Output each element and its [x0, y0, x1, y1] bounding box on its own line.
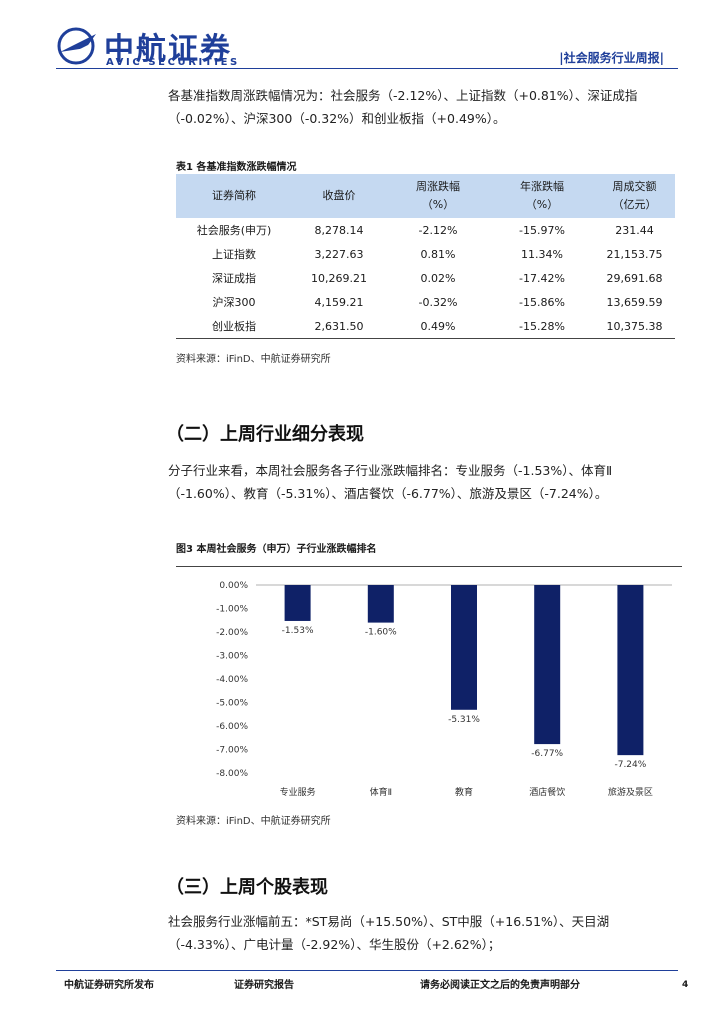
y-tick-label: -7.00% [216, 746, 248, 756]
table-row: 深证成指 10,269.21 0.02% -17.42% 29,691.68 [176, 266, 675, 290]
y-tick-label: -4.00% [216, 675, 248, 685]
y-tick-label: 0.00% [219, 581, 248, 591]
bar-data-label: -5.31% [448, 715, 480, 725]
table-row: 社会服务(申万) 8,278.14 -2.12% -15.97% 231.44 [176, 218, 675, 242]
table-cell: 10,375.38 [594, 314, 675, 339]
col-header-label: 证券简称 [212, 189, 256, 202]
table-caption: 表1 各基准指数涨跌幅情况 [176, 162, 297, 173]
table-cell: 2,631.50 [292, 314, 386, 339]
x-category-label: 旅游及景区 [608, 786, 653, 798]
bar-data-label: -6.77% [531, 749, 563, 759]
bar-data-label: -1.53% [282, 626, 314, 636]
y-tick-label: -6.00% [216, 722, 248, 732]
table-row: 上证指数 3,227.63 0.81% 11.34% 21,153.75 [176, 242, 675, 266]
chart-source-note: 资料来源：iFinD、中航证券研究所 [176, 816, 331, 827]
section-paragraph: 分子行业来看，本周社会服务各子行业涨跌幅排名：专业服务（-1.53%）、体育Ⅱ（… [168, 463, 613, 501]
table-cell: 21,153.75 [606, 247, 663, 261]
table-source-note: 资料来源：iFinD、中航证券研究所 [176, 354, 331, 365]
intro-paragraph: 各基准指数周涨跌幅情况为：社会服务（-2.12%）、上证指数（+0.81%）、深… [168, 88, 638, 126]
table-cell: 3,227.63 [314, 247, 364, 261]
bar [617, 585, 644, 756]
table-row: 沪深300 4,159.21 -0.32% -15.86% 13,659.59 [176, 290, 675, 314]
x-category-label: 体育Ⅱ [370, 786, 392, 798]
wing-logo-icon [57, 27, 96, 65]
table-cell: 10,269.21 [311, 271, 367, 285]
chart-top-rule [176, 566, 682, 567]
subindustry-bar-chart: 0.00% -1.00% -2.00% -3.00% -4.00% -5.00% -6.00… [216, 581, 672, 798]
footer-divider [56, 970, 678, 971]
y-tick-label: -2.00% [216, 628, 248, 638]
col-header-label: 周成交额 （亿元） [612, 180, 657, 211]
col-header-label: 收盘价 [322, 189, 356, 202]
table-cell: 沪深300 [212, 296, 256, 309]
brand-name-en: AVIC SECURITIES [106, 57, 240, 68]
y-tick-label: -3.00% [216, 652, 248, 662]
report-type-tag: |社会服务行业周报| [559, 51, 664, 65]
y-tick-label: -5.00% [216, 699, 248, 709]
table-cell: -15.86% [519, 295, 565, 309]
header-divider [56, 68, 678, 69]
col-header-turnover: 周成交额 （亿元） [594, 174, 675, 218]
x-category-label: 酒店餐饮 [529, 786, 565, 798]
table-cell: 上证指数 [212, 248, 256, 261]
col-header-year: 年涨跌幅 （%） [490, 174, 594, 218]
table-cell: 0.81% [420, 247, 456, 261]
table-cell: -17.42% [519, 271, 565, 285]
footer-publisher: 中航证券研究所发布 [64, 980, 154, 991]
section-heading: （三）上周个股表现 [166, 877, 328, 898]
x-category-label: 教育 [455, 786, 473, 798]
table-cell: 创业板指 [176, 314, 292, 339]
col-header-name: 证券简称 [176, 174, 292, 218]
table-cell: 社会服务(申万) [196, 224, 272, 237]
col-header-label: 周涨跌幅 （%） [416, 180, 460, 211]
table-cell: 4,159.21 [314, 295, 364, 309]
chart-caption: 图3 本周社会服务（申万）子行业涨跌幅排名 [176, 544, 377, 555]
x-category-label: 专业服务 [280, 786, 316, 798]
index-performance-table: 证券简称 收盘价 周涨跌幅 （%） 年涨跌幅 （%） 周成交额 （亿元） 社会服… [176, 174, 675, 339]
col-header-week: 周涨跌幅 （%） [386, 174, 490, 218]
bar [284, 585, 311, 621]
table-cell: 深证成指 [212, 272, 256, 285]
section-paragraph: 社会服务行业涨幅前五：*ST易尚（+15.50%）、ST中服（+16.51%）、… [168, 914, 610, 952]
brand-name-cn: 中航证券 [104, 32, 232, 67]
table-cell: -15.97% [519, 223, 565, 237]
y-tick-label: -8.00% [216, 769, 248, 779]
bar-data-label: -1.60% [365, 628, 397, 638]
table-cell: 0.49% [386, 314, 490, 339]
brand-logo: 中航证券 AVIC SECURITIES [56, 24, 256, 72]
bar [534, 585, 561, 745]
col-header-close: 收盘价 [292, 174, 386, 218]
table-cell: -15.28% [490, 314, 594, 339]
table-cell: -0.32% [418, 295, 458, 309]
table-cell: 13,659.59 [606, 295, 663, 309]
table-row: 创业板指 2,631.50 0.49% -15.28% 10,375.38 [176, 314, 675, 339]
table-cell: 0.02% [420, 271, 456, 285]
table-cell: 8,278.14 [314, 223, 364, 237]
bar [451, 585, 477, 710]
table-cell: 11.34% [521, 247, 563, 261]
bar [367, 585, 394, 623]
table-header-row: 证券简称 收盘价 周涨跌幅 （%） 年涨跌幅 （%） 周成交额 （亿元） [176, 174, 675, 218]
section-heading: （二）上周行业细分表现 [166, 424, 364, 445]
table-cell: 231.44 [615, 223, 654, 237]
col-header-label: 年涨跌幅 （%） [520, 180, 564, 211]
table-cell: -2.12% [418, 223, 458, 237]
y-tick-label: -1.00% [216, 605, 248, 615]
bar-data-label: -7.24% [614, 760, 646, 770]
footer-disclaimer: 请务必阅读正文之后的免责声明部分 [420, 980, 580, 991]
page-number: 4 [682, 980, 689, 990]
table-cell: 29,691.68 [606, 271, 663, 285]
footer-doc-type: 证券研究报告 [234, 980, 294, 991]
